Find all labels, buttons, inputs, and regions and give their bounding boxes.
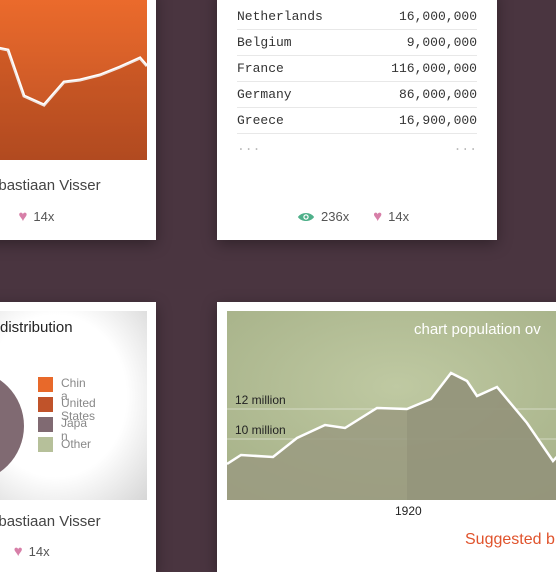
- card-bottom-left[interactable]: distribution Chin a United States Japa n…: [0, 302, 156, 572]
- stats-row: 6x ♥ 14x: [0, 543, 50, 560]
- country-cell: Germany: [237, 87, 292, 102]
- stats-row: x ♥ 14x: [0, 208, 55, 225]
- card-top-right[interactable]: Netherlands 16,000,000 Belgium 9,000,000…: [217, 0, 497, 240]
- chart-line: [227, 371, 556, 466]
- value-cell: 116,000,000: [391, 61, 477, 76]
- legend-swatch: [38, 437, 53, 452]
- legend-item: Japa n: [38, 417, 89, 443]
- pie-slice-japan: [0, 380, 24, 472]
- stats-row: 236x ♥ 14x: [297, 208, 409, 225]
- legend-item: Chin a: [38, 377, 89, 403]
- eye-icon[interactable]: [297, 211, 315, 223]
- chart-line: [0, 46, 147, 107]
- table-ellipsis-row: ... ...: [237, 134, 477, 159]
- ellipsis-right: ...: [453, 139, 477, 154]
- country-cell: Greece: [237, 113, 284, 128]
- legend-item: United States: [38, 397, 101, 423]
- chart-title: chart population ov: [414, 321, 541, 338]
- country-cell: Netherlands: [237, 9, 323, 24]
- pie-chart-thumbnail[interactable]: distribution Chin a United States Japa n…: [0, 311, 147, 500]
- suggested-link[interactable]: Suggested b: [465, 531, 555, 548]
- value-cell: 16,000,000: [398, 9, 477, 24]
- like-count: 14x: [28, 544, 50, 559]
- legend-swatch: [38, 397, 53, 412]
- like-count: 14x: [33, 209, 55, 224]
- legend-swatch: [38, 377, 53, 392]
- y-axis-label-10m: 10 million: [235, 423, 286, 437]
- population-table: Netherlands 16,000,000 Belgium 9,000,000…: [237, 4, 477, 159]
- author-name[interactable]: Sebastiaan Visser: [0, 513, 101, 530]
- heart-icon[interactable]: ♥: [13, 543, 23, 560]
- pie-chart: [0, 380, 24, 472]
- value-cell: 16,900,000: [398, 113, 477, 128]
- table-row: Netherlands 16,000,000: [237, 4, 477, 30]
- table-row: Greece 16,900,000: [237, 108, 477, 134]
- card-top-left[interactable]: Sebastiaan Visser x ♥ 14x: [0, 0, 156, 240]
- population-chart-thumbnail[interactable]: chart population ov 12 million 10 millio…: [227, 311, 556, 500]
- table-row: Germany 86,000,000: [237, 82, 477, 108]
- legend-swatch: [38, 417, 53, 432]
- country-cell: France: [237, 61, 284, 76]
- like-count: 14x: [388, 209, 410, 224]
- ellipsis-left: ...: [237, 139, 261, 154]
- value-cell: 9,000,000: [406, 35, 477, 50]
- population-area-chart: [227, 311, 556, 500]
- x-axis-label: 1920: [395, 504, 422, 518]
- country-cell: Belgium: [237, 35, 292, 50]
- author-name[interactable]: Sebastiaan Visser: [0, 177, 101, 194]
- card-bottom-right[interactable]: chart population ov 12 million 10 millio…: [217, 302, 556, 572]
- heart-icon[interactable]: ♥: [18, 208, 28, 225]
- table-row: France 116,000,000: [237, 56, 477, 82]
- chart-title: distribution: [0, 319, 73, 336]
- y-axis-label-12m: 12 million: [235, 393, 286, 407]
- line-chart-thumbnail[interactable]: [0, 0, 147, 160]
- orange-area-chart: [0, 0, 147, 160]
- value-cell: 86,000,000: [398, 87, 477, 102]
- legend-item: Other: [38, 437, 91, 452]
- table-row: Belgium 9,000,000: [237, 30, 477, 56]
- heart-icon[interactable]: ♥: [373, 208, 383, 225]
- view-count: 236x: [321, 209, 350, 224]
